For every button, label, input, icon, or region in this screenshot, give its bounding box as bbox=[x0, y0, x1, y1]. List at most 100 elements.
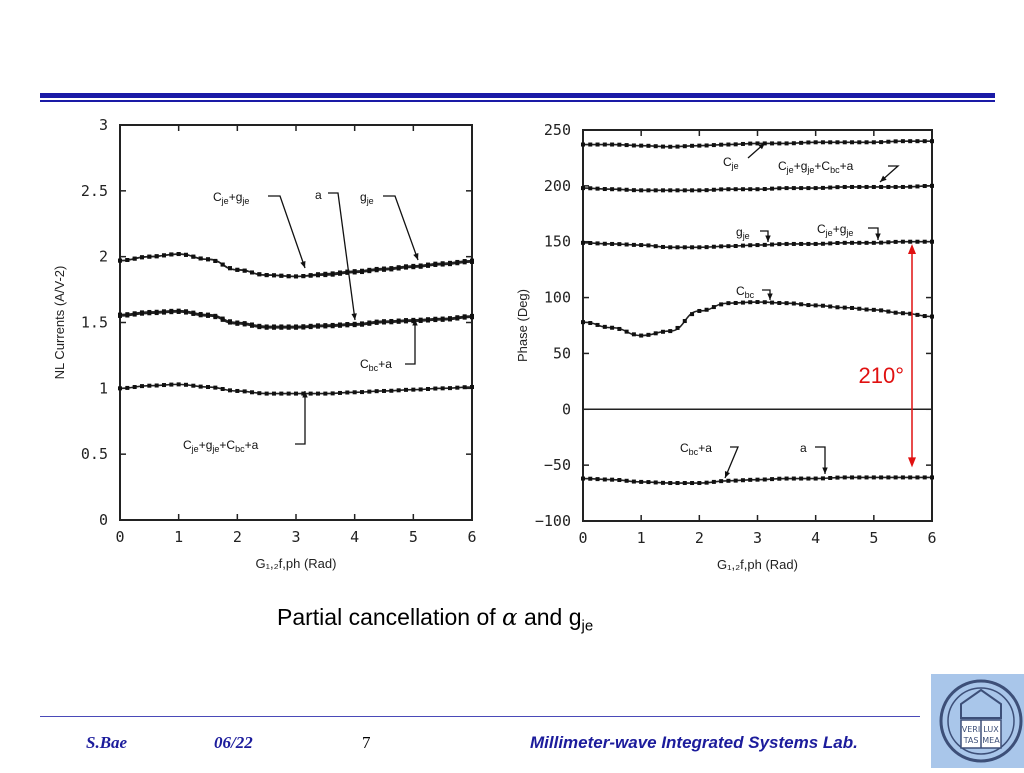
data-point bbox=[850, 240, 855, 245]
data-point bbox=[588, 241, 593, 246]
data-point bbox=[631, 242, 636, 247]
data-point bbox=[338, 390, 342, 395]
data-point bbox=[602, 241, 607, 246]
arrow-cje-gje-2-head bbox=[875, 233, 881, 240]
data-point bbox=[264, 391, 269, 396]
data-point bbox=[411, 319, 416, 324]
data-point bbox=[264, 273, 269, 278]
data-point bbox=[740, 300, 745, 305]
data-point bbox=[176, 252, 181, 257]
data-point bbox=[382, 320, 386, 325]
data-point bbox=[835, 140, 840, 145]
data-point bbox=[132, 385, 137, 390]
data-point bbox=[389, 320, 394, 325]
data-point bbox=[682, 188, 687, 193]
data-point bbox=[396, 388, 401, 393]
data-point bbox=[462, 259, 467, 264]
data-point bbox=[711, 143, 716, 148]
data-point bbox=[820, 241, 825, 246]
data-point bbox=[374, 266, 379, 271]
data-point bbox=[900, 239, 905, 244]
data-point bbox=[762, 242, 767, 247]
data-point bbox=[198, 384, 203, 389]
data-point bbox=[857, 184, 862, 189]
data-point bbox=[198, 313, 203, 318]
data-point bbox=[308, 391, 313, 396]
data-point bbox=[617, 478, 622, 483]
data-point bbox=[791, 186, 796, 191]
y-tick-label: 250 bbox=[544, 121, 571, 139]
data-point bbox=[871, 184, 876, 189]
data-point bbox=[864, 140, 869, 145]
data-point bbox=[842, 475, 847, 480]
data-point bbox=[595, 322, 600, 327]
data-point bbox=[668, 481, 673, 486]
data-point bbox=[162, 253, 166, 258]
arrow-cje-head bbox=[758, 143, 765, 150]
data-point bbox=[588, 321, 593, 326]
data-point bbox=[440, 317, 445, 322]
data-point bbox=[653, 144, 658, 149]
data-point bbox=[301, 391, 306, 396]
data-point bbox=[697, 308, 702, 313]
data-point bbox=[930, 139, 934, 144]
data-point bbox=[206, 257, 210, 262]
data-point bbox=[726, 142, 731, 147]
data-point bbox=[191, 311, 196, 316]
y-tick-label: −100 bbox=[535, 512, 571, 530]
data-point bbox=[242, 268, 247, 273]
data-point bbox=[930, 475, 934, 480]
x-tick-label: 5 bbox=[409, 528, 418, 546]
data-point bbox=[184, 382, 188, 387]
data-point bbox=[396, 319, 401, 324]
data-point bbox=[748, 300, 753, 305]
data-point bbox=[748, 187, 753, 192]
data-point bbox=[294, 274, 298, 279]
data-point bbox=[813, 186, 818, 191]
data-point bbox=[140, 255, 144, 260]
data-point bbox=[286, 391, 291, 396]
data-point bbox=[176, 382, 181, 387]
data-point bbox=[624, 242, 629, 247]
data-point bbox=[382, 266, 386, 271]
data-point bbox=[396, 265, 401, 270]
x-tick-label: 6 bbox=[927, 529, 936, 547]
data-point bbox=[653, 331, 658, 336]
data-point bbox=[799, 476, 804, 481]
data-point bbox=[602, 187, 607, 192]
data-point bbox=[857, 306, 862, 311]
arrow-cje-gje-cbc-a-head bbox=[302, 391, 308, 398]
data-point bbox=[653, 480, 658, 485]
data-point bbox=[850, 305, 855, 310]
data-point bbox=[908, 475, 913, 480]
data-point bbox=[871, 140, 876, 145]
data-point bbox=[176, 309, 181, 314]
arrow-cbc-a-head bbox=[412, 319, 418, 326]
data-point bbox=[426, 262, 430, 267]
data-point bbox=[639, 243, 644, 248]
data-point bbox=[791, 476, 796, 481]
data-point bbox=[806, 140, 811, 145]
data-point bbox=[835, 305, 840, 310]
data-point bbox=[602, 324, 607, 329]
data-point bbox=[828, 185, 833, 190]
data-point bbox=[272, 391, 276, 396]
data-point bbox=[813, 476, 818, 481]
data-point bbox=[617, 187, 622, 192]
data-point bbox=[791, 301, 796, 306]
data-point bbox=[719, 142, 724, 147]
data-point bbox=[257, 325, 262, 330]
x-axis-label: G₁,₂f,ph (Rad) bbox=[717, 557, 798, 572]
data-point bbox=[908, 311, 913, 316]
data-point bbox=[668, 188, 673, 193]
caption-text: Partial cancellation of bbox=[277, 604, 503, 630]
data-point bbox=[433, 386, 438, 391]
data-point bbox=[777, 186, 782, 191]
data-point bbox=[242, 389, 247, 394]
data-point bbox=[345, 269, 350, 274]
data-point bbox=[154, 254, 159, 259]
data-point bbox=[733, 300, 738, 305]
data-point bbox=[704, 188, 709, 193]
data-point bbox=[433, 261, 438, 266]
label-cbc-a-2: Cbc+a bbox=[680, 441, 712, 457]
